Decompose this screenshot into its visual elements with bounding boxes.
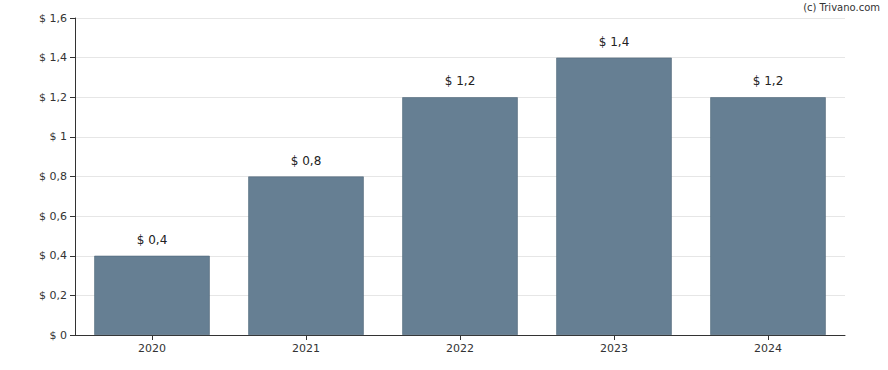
svg-text:$ 1: $ 1 (50, 130, 68, 143)
svg-text:2020: 2020 (138, 342, 166, 355)
svg-text:$ 0,4: $ 0,4 (137, 233, 168, 247)
svg-text:$ 0,8: $ 0,8 (39, 170, 67, 183)
svg-text:$ 0: $ 0 (50, 329, 68, 342)
svg-text:$ 1,6: $ 1,6 (39, 12, 67, 25)
svg-text:$ 0,4: $ 0,4 (39, 249, 67, 262)
svg-text:$ 0,6: $ 0,6 (39, 210, 67, 223)
svg-text:$ 1,2: $ 1,2 (753, 74, 784, 88)
svg-text:$ 0,2: $ 0,2 (39, 289, 67, 302)
svg-text:2023: 2023 (600, 342, 628, 355)
svg-text:2021: 2021 (292, 342, 320, 355)
svg-text:(c) Trivano.com: (c) Trivano.com (803, 2, 880, 13)
svg-text:$ 1,4: $ 1,4 (39, 51, 67, 64)
svg-text:$ 1,2: $ 1,2 (445, 74, 476, 88)
svg-text:2024: 2024 (754, 342, 782, 355)
svg-text:$ 1,4: $ 1,4 (599, 35, 630, 49)
svg-text:$ 0,8: $ 0,8 (291, 154, 322, 168)
svg-text:$ 1,2: $ 1,2 (39, 91, 67, 104)
svg-text:2022: 2022 (446, 342, 474, 355)
